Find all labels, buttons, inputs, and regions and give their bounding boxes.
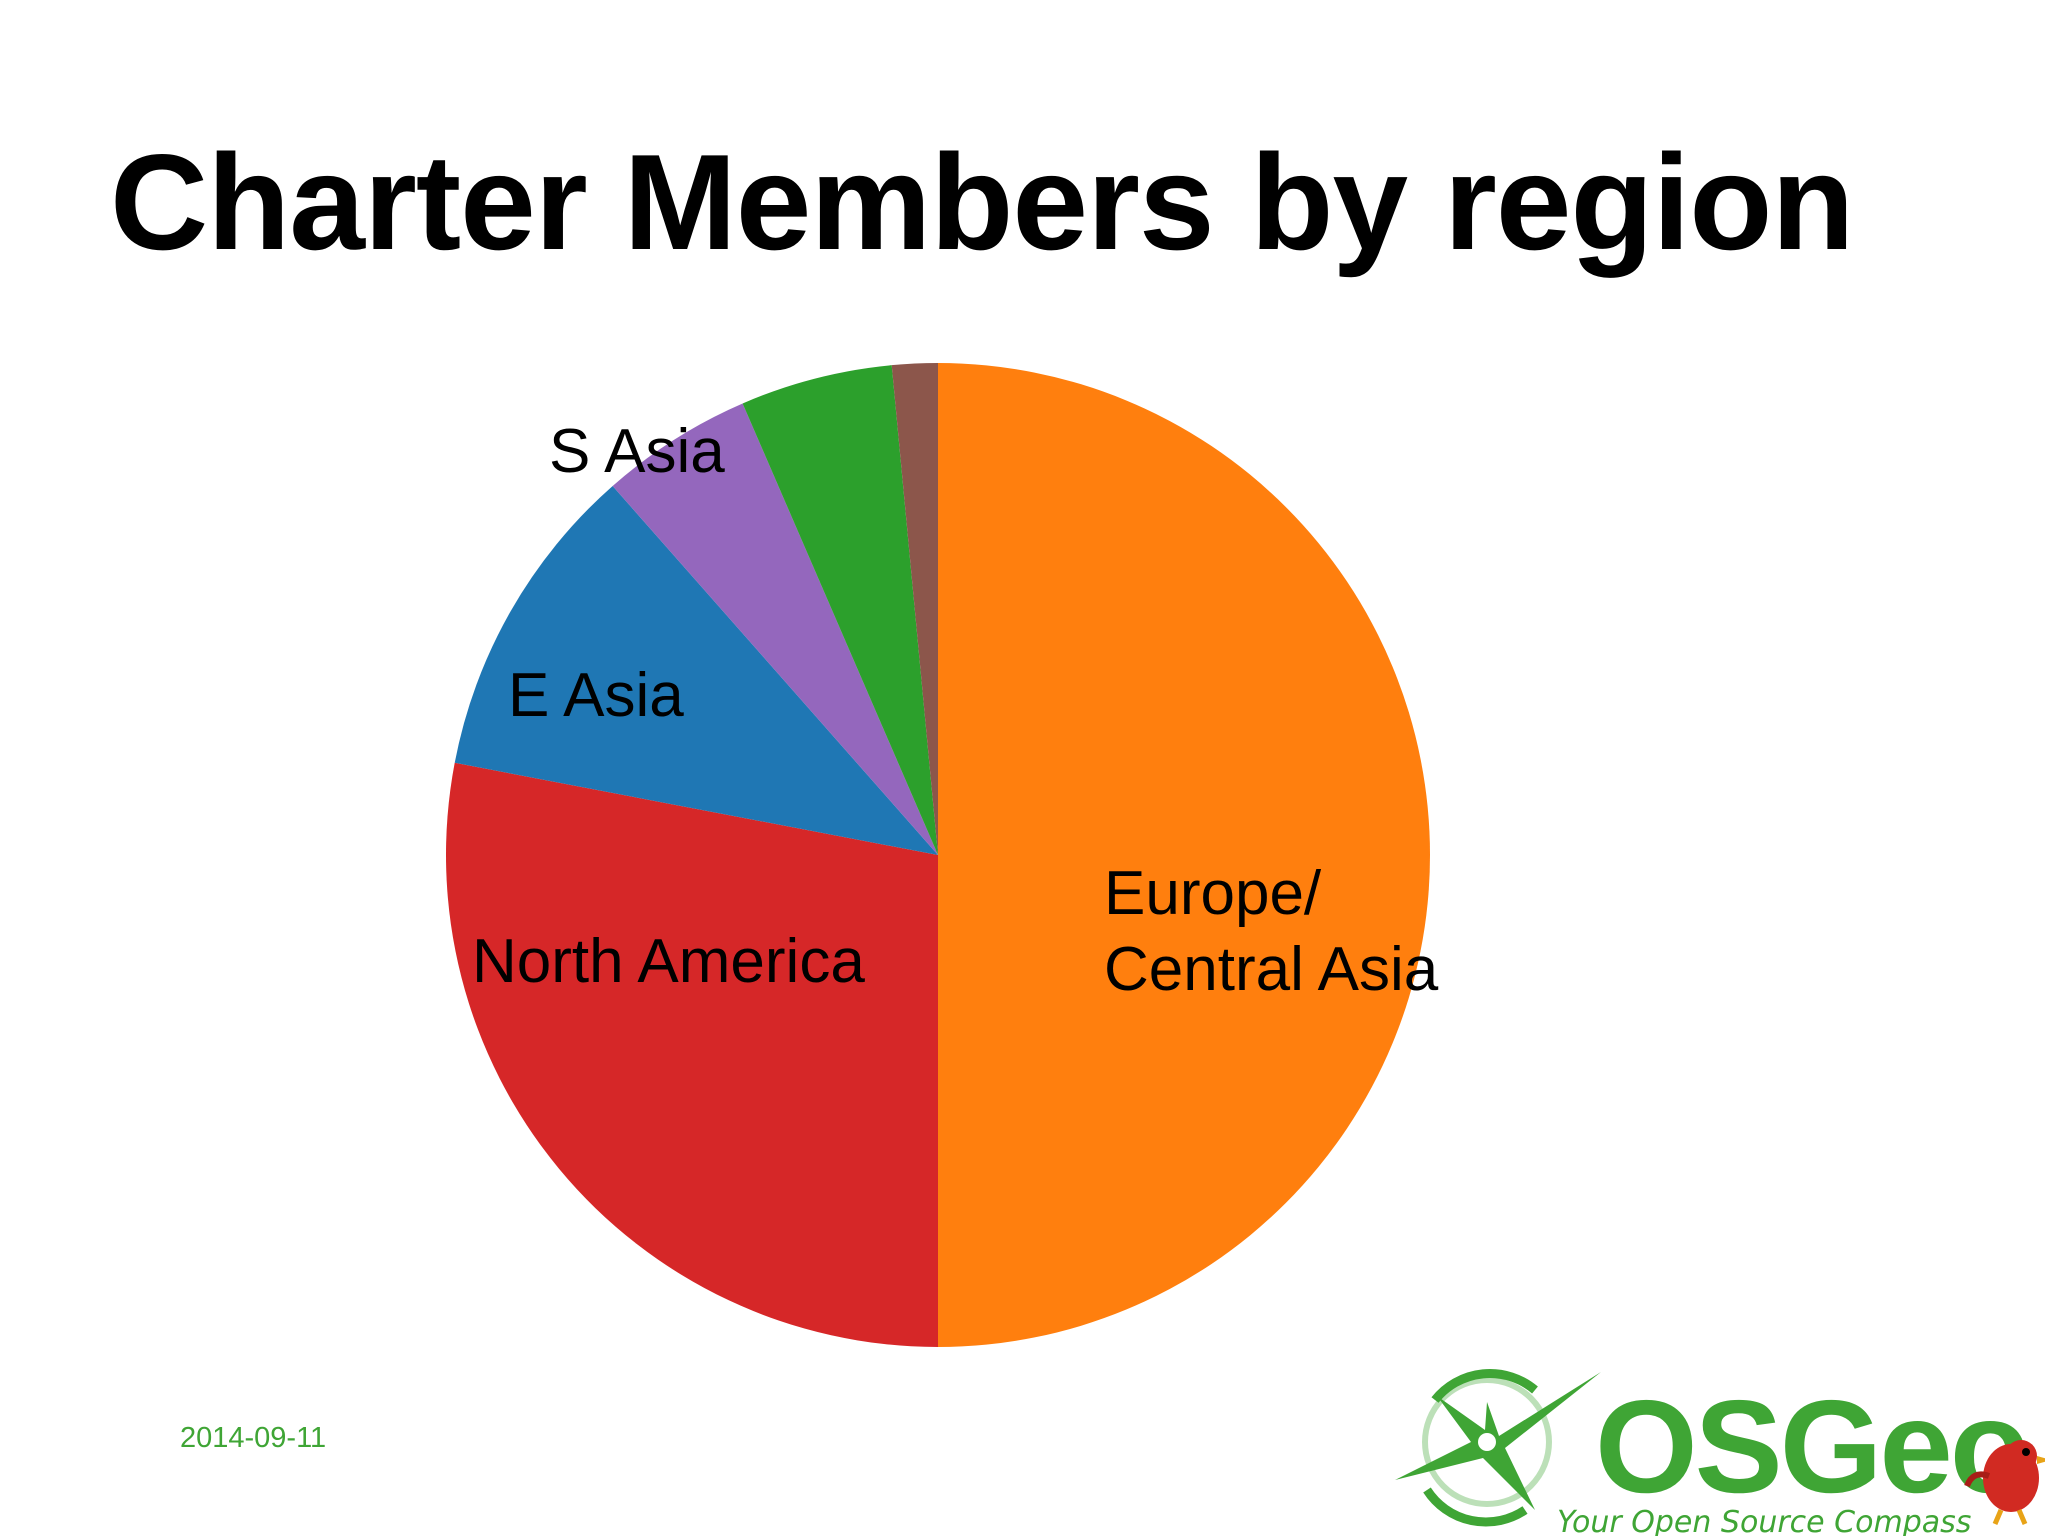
svg-text:OSGeo: OSGeo	[1595, 1373, 2027, 1520]
pie-labels: Europe/Central Asia North America E Asia S …	[472, 417, 1439, 1004]
compass-icon	[1422, 1369, 1552, 1527]
pie-slice-4	[742, 365, 938, 855]
pie-slice-2	[454, 485, 938, 855]
pie-slice-1	[445, 762, 938, 1347]
compass-star-icon	[1395, 1372, 1601, 1510]
pie-slice-0	[938, 363, 1430, 1347]
osgeo-logo: OSGeo Your Open Source Compass	[1375, 1360, 2048, 1536]
svg-text:Your Open Source Compass: Your Open Source Compass	[1557, 1505, 1971, 1536]
slide-date: 2014-09-11	[180, 1422, 327, 1454]
bird-mascot-icon	[1964, 1440, 2048, 1525]
slice-label-2: E Asia	[508, 661, 684, 730]
pie-slice-5	[891, 363, 938, 855]
slide-title: Charter Members by region	[110, 126, 1854, 278]
slice-label-1: North America	[472, 927, 865, 996]
pie-slices	[445, 363, 1430, 1347]
slice-label-3: S Asia	[549, 417, 725, 486]
slice-label-0: Europe/Central Asia	[1104, 859, 1439, 1004]
pie-slice-3	[612, 403, 938, 855]
